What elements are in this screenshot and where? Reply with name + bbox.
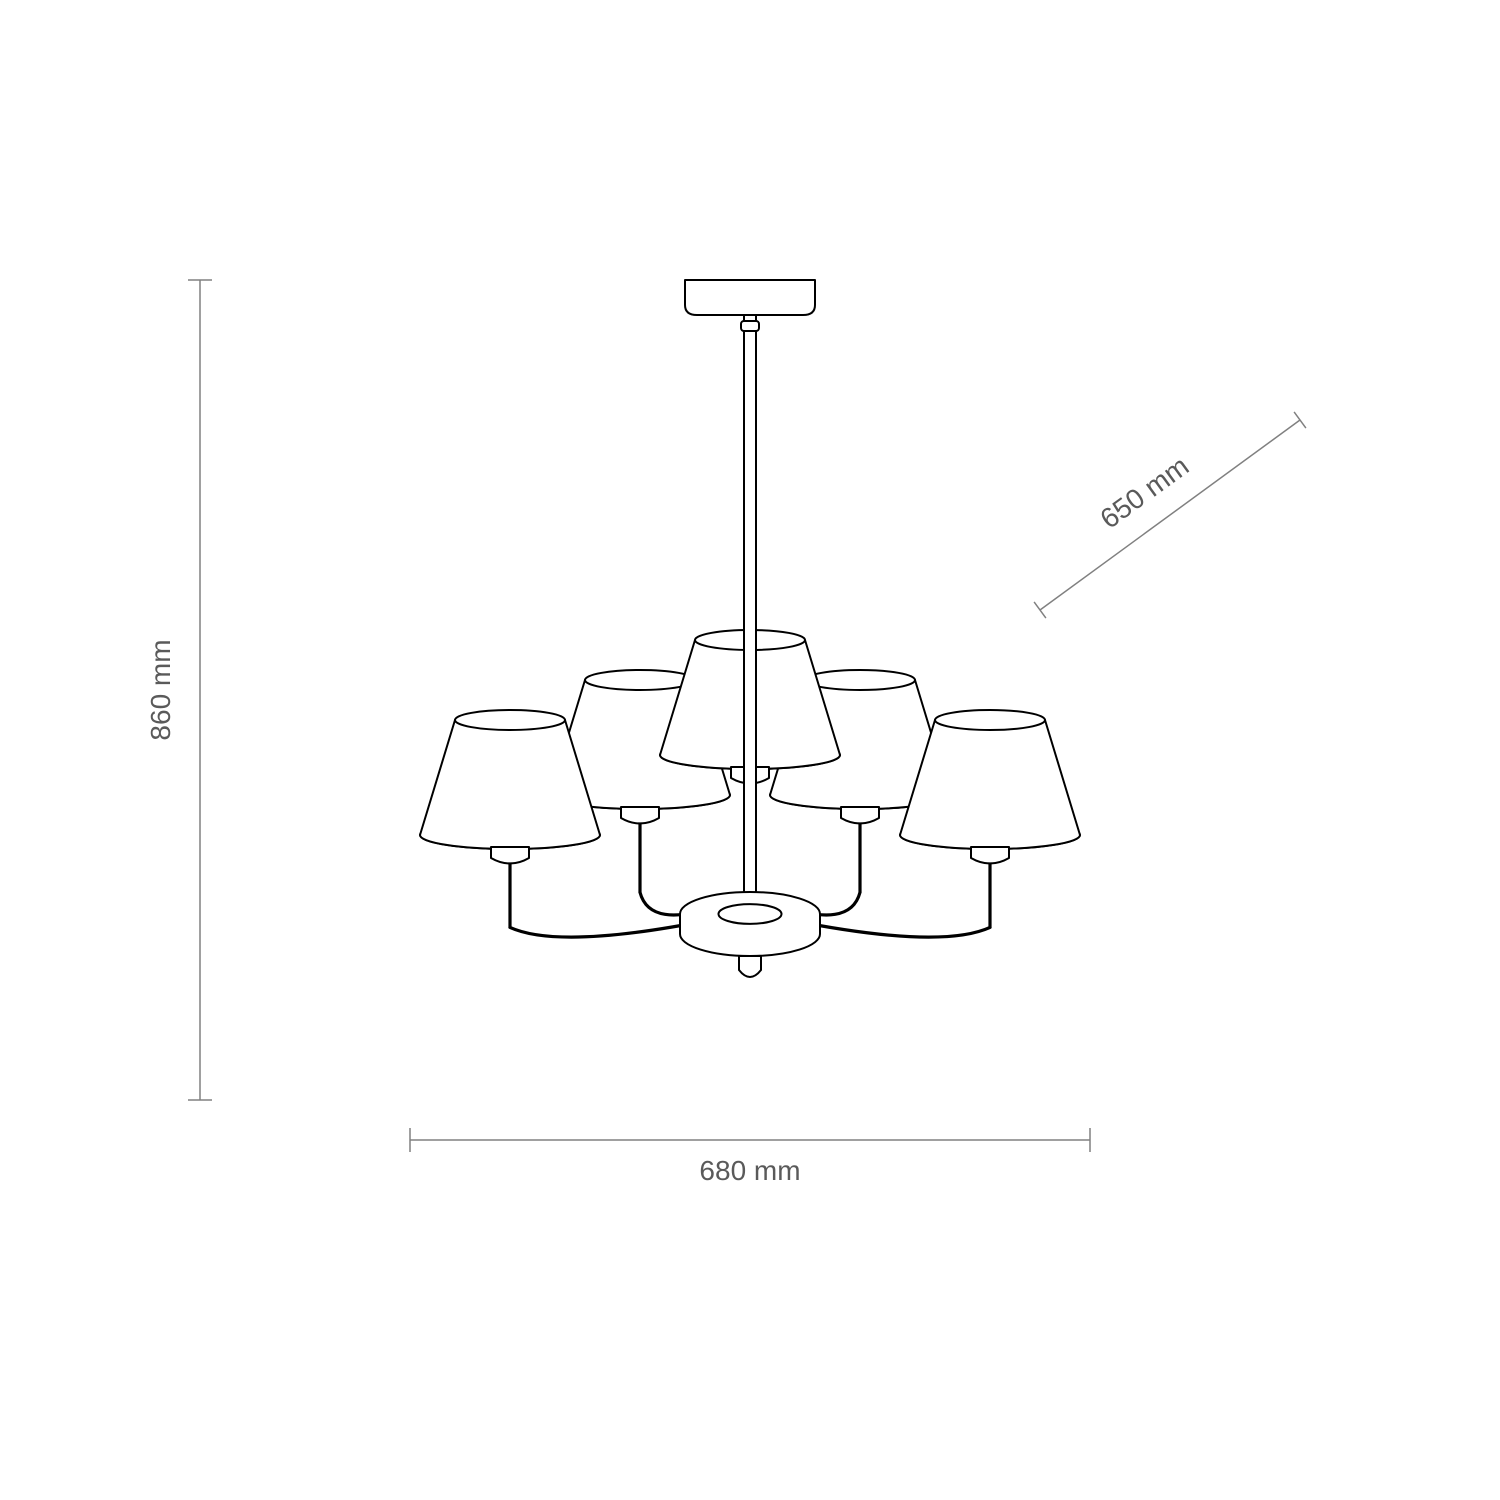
chandelier <box>420 280 1080 977</box>
center-hub <box>680 892 820 977</box>
dim-label-diagonal: 650 mm <box>1094 450 1194 535</box>
technical-drawing: 860 mm 680 mm 650 mm <box>0 0 1500 1500</box>
dim-label-width: 680 mm <box>699 1155 800 1186</box>
down-rod <box>744 315 756 895</box>
ceiling-canopy <box>685 280 815 315</box>
dim-label-height: 860 mm <box>145 639 176 740</box>
